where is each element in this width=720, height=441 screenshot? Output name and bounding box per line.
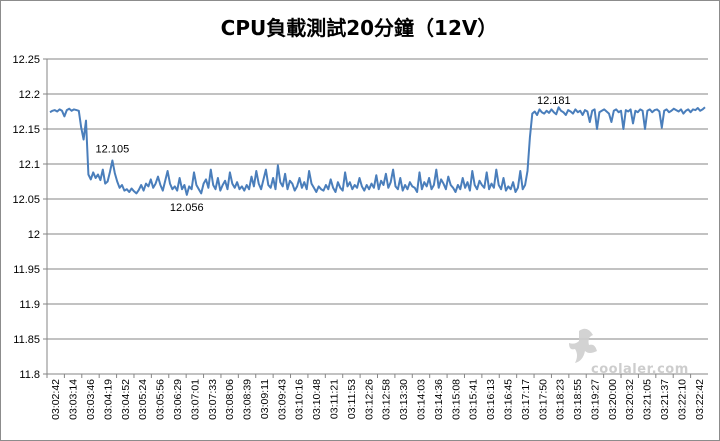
y-tick-label: 12.15 <box>12 124 40 136</box>
x-tick-label: 03:04:52 <box>120 379 132 420</box>
data-label: 12.181 <box>537 95 571 107</box>
x-tick-label: 03:12:58 <box>381 379 393 420</box>
x-tick-label: 03:18:23 <box>555 379 567 420</box>
y-tick-label: 12.05 <box>12 194 40 206</box>
y-tick-label: 11.8 <box>19 369 40 381</box>
x-tick-label: 03:17:50 <box>537 379 549 420</box>
y-tick-label: 12 <box>28 229 40 241</box>
x-tick-label: 03:14:36 <box>433 379 445 420</box>
y-tick-label: 11.95 <box>13 264 40 276</box>
x-tick-label: 03:10:48 <box>311 379 323 420</box>
x-tick-label: 03:05:56 <box>155 379 167 420</box>
x-tick-label: 03:22:10 <box>676 379 688 420</box>
y-axis-ticks: 11.8 11.85 11.9 11.95 12 12.05 12.1 12.15 12.2 12… <box>12 54 47 381</box>
x-tick-label: 03:06:29 <box>172 379 184 420</box>
y-tick-label: 12.1 <box>19 159 40 171</box>
x-tick-label: 03:20:00 <box>607 379 619 420</box>
x-tick-label: 03:05:24 <box>137 379 149 420</box>
x-tick-label: 03:19:27 <box>589 379 601 420</box>
x-tick-label: 03:16:13 <box>485 379 497 420</box>
x-axis-ticks: 03:02:42 03:03:14 03:03:46 03:04:19 03:04:52… <box>46 374 706 420</box>
x-tick-label: 03:09:11 <box>259 379 271 419</box>
y-tick-label: 12.25 <box>12 54 40 66</box>
watermark-text: coolaler.com <box>591 362 689 377</box>
x-tick-label: 03:10:16 <box>294 379 306 420</box>
watermark: coolaler.com <box>569 328 689 377</box>
data-label: 12.105 <box>96 144 130 156</box>
x-tick-label: 03:21:05 <box>642 379 654 420</box>
x-tick-label: 03:08:39 <box>242 379 254 420</box>
x-tick-label: 03:04:19 <box>102 379 114 420</box>
x-tick-label: 03:14:03 <box>415 379 427 420</box>
x-tick-label: 03:03:14 <box>68 379 80 420</box>
x-tick-label: 03:18:55 <box>572 379 584 420</box>
x-tick-label: 03:15:08 <box>450 379 462 420</box>
data-label: 12.056 <box>170 202 204 214</box>
x-tick-label: 03:16:45 <box>502 379 514 420</box>
x-tick-label: 03:11:21 <box>329 379 341 419</box>
x-tick-label: 03:02:42 <box>50 379 62 420</box>
x-tick-label: 03:15:41 <box>468 379 480 420</box>
x-tick-label: 03:21:37 <box>659 379 671 420</box>
gridlines <box>47 58 708 340</box>
x-tick-label: 03:22:42 <box>694 379 706 420</box>
x-tick-label: 03:12:26 <box>363 379 375 420</box>
y-tick-label: 11.85 <box>13 334 40 346</box>
series-group <box>49 106 706 196</box>
x-tick-label: 03:07:01 <box>189 379 201 420</box>
x-tick-label: 03:17:17 <box>520 379 532 420</box>
x-tick-label: 03:20:32 <box>624 379 636 420</box>
x-tick-label: 03:08:06 <box>224 379 236 420</box>
x-tick-label: 03:03:46 <box>85 379 97 420</box>
y-tick-label: 11.9 <box>19 299 40 311</box>
watermark-logo-icon <box>569 328 597 363</box>
x-tick-label: 03:09:43 <box>276 379 288 420</box>
x-tick-label: 03:07:33 <box>207 379 219 420</box>
x-tick-label: 03:13:30 <box>398 379 410 420</box>
y-tick-label: 12.2 <box>19 89 40 101</box>
x-tick-label: 03:11:53 <box>346 379 358 419</box>
series-line <box>49 106 706 196</box>
data-labels: 12.105 12.056 12.181 <box>96 95 571 214</box>
chart-title: CPU負載測試20分鐘（12V） <box>221 16 498 40</box>
